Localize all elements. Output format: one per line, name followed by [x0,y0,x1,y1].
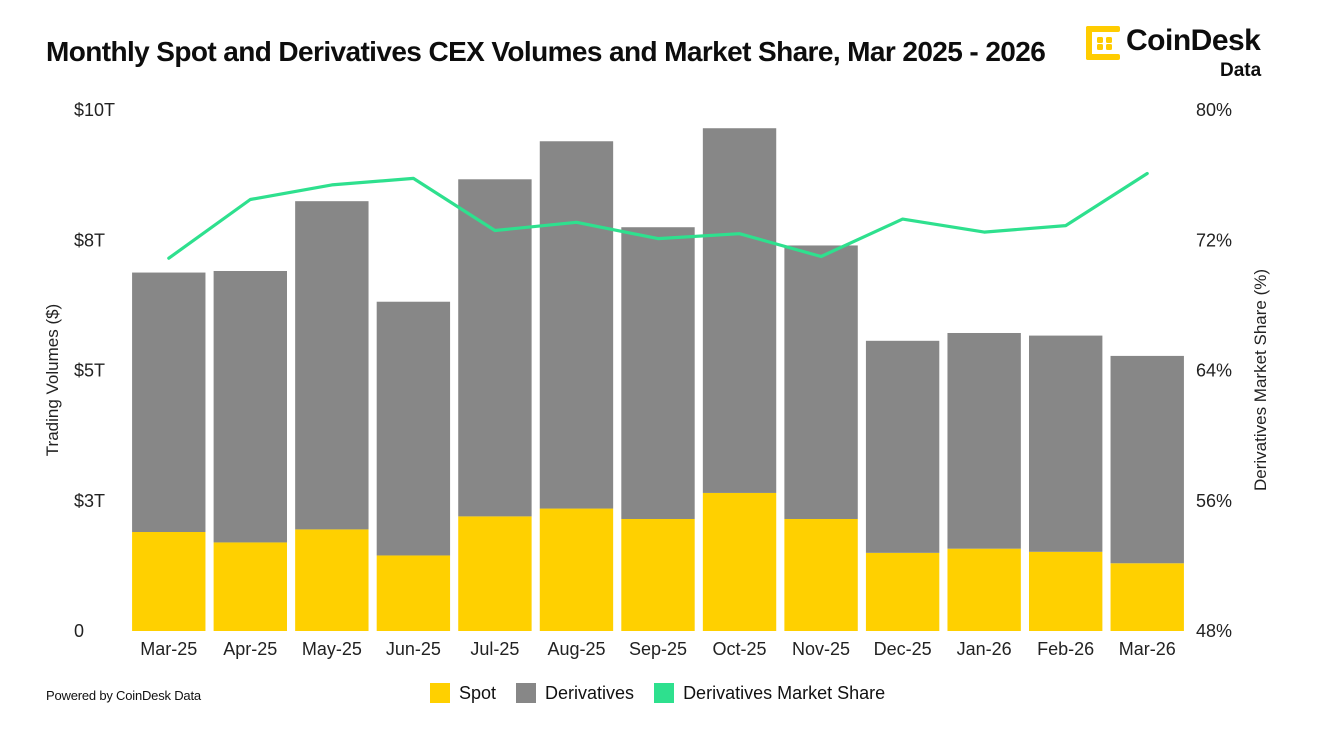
x-tick-label: Nov-25 [792,639,850,659]
x-tick-label: Mar-26 [1119,639,1176,659]
logo-sub: Data [1220,60,1262,81]
y-tick-label: $8T [74,230,105,250]
logo-name: CoinDesk [1126,24,1261,57]
x-tick-label: Mar-25 [140,639,197,659]
y2-tick-label: 80% [1196,100,1232,120]
bar-derivatives [947,332,1021,549]
legend-item-spot: Spot [430,683,496,704]
x-tick-label: Jun-25 [386,639,441,659]
bar-derivatives [458,179,532,517]
bar-spot [213,542,287,631]
x-tick-label: Oct-25 [713,639,767,659]
legend-label-derivatives: Derivatives [545,682,635,703]
legend-swatch-market-share [654,683,675,703]
bar-spot [1029,551,1103,631]
y2-tick-label: 48% [1196,621,1232,641]
coindesk-logo: CoinDesk Data [1086,24,1286,84]
bar-derivatives [376,301,451,556]
bar-spot [1110,563,1184,631]
bar-derivatives [539,141,614,509]
bar-spot [865,552,940,631]
bar-derivatives [295,201,369,530]
legend-label-market-share: Derivatives Market Share [683,682,886,703]
y2-tick-label: 64% [1196,361,1232,381]
chart-title: Monthly Spot and Derivatives CEX Volumes… [46,36,1046,67]
x-tick-label: Feb-26 [1037,639,1094,659]
y2-tick-label: 56% [1196,491,1232,511]
legend-swatch-derivatives [516,683,537,703]
y-axis-left: 0 $3T $5T $8T $10T [74,100,115,641]
bar-spot [132,532,206,631]
bar-derivatives [213,270,287,543]
y2-axis-label: Derivatives Market Share (%) [1251,269,1270,491]
y-tick-label: $5T [74,361,105,381]
legend-item-derivatives: Derivatives [516,683,634,704]
bar-spot [784,518,858,631]
x-tick-label: Aug-25 [547,639,605,659]
bar-spot [376,555,451,631]
bar-spot [295,529,369,631]
footer-credit: Powered by CoinDesk Data [46,688,201,703]
bar-derivatives [784,245,858,519]
x-tick-label: Sep-25 [629,639,687,659]
y-tick-label: $10T [74,100,115,120]
bar-spot [947,548,1021,631]
bar-derivatives [1029,335,1103,552]
line-group [167,171,1149,260]
bar-derivatives [1110,355,1184,564]
y-tick-label: 0 [74,621,84,641]
y-tick-label: $3T [74,491,105,511]
coindesk-logo-icon [1086,26,1120,60]
legend-item-market-share: Derivatives Market Share [654,683,885,704]
bar-derivatives [865,340,940,553]
bar-derivatives [132,272,206,533]
x-axis: Mar-25 Apr-25 May-25 Jun-25 Jul-25 Aug-25 Sep-… [140,639,1175,659]
x-tick-label: Jan-26 [957,639,1012,659]
legend-label-spot: Spot [459,682,497,703]
y-axis-label: Trading Volumes ($) [43,304,62,456]
x-tick-label: May-25 [302,639,362,659]
bar-derivatives [621,227,695,519]
bar-spot [539,508,614,631]
legend-swatch-spot [430,683,450,703]
bar-spot [702,492,777,631]
x-tick-label: Dec-25 [874,639,932,659]
y-axis-right: 48% 56% 64% 72% 80% [1196,100,1232,641]
bar-spot [458,516,532,631]
legend: Spot Derivatives Derivatives Market Shar… [430,680,905,706]
bar-derivatives [702,128,777,493]
x-tick-label: Apr-25 [223,639,277,659]
bars-group [132,128,1184,631]
x-tick-label: Jul-25 [470,639,519,659]
y2-tick-label: 72% [1196,230,1232,250]
bar-spot [621,518,695,631]
line-market-share [167,171,1149,260]
